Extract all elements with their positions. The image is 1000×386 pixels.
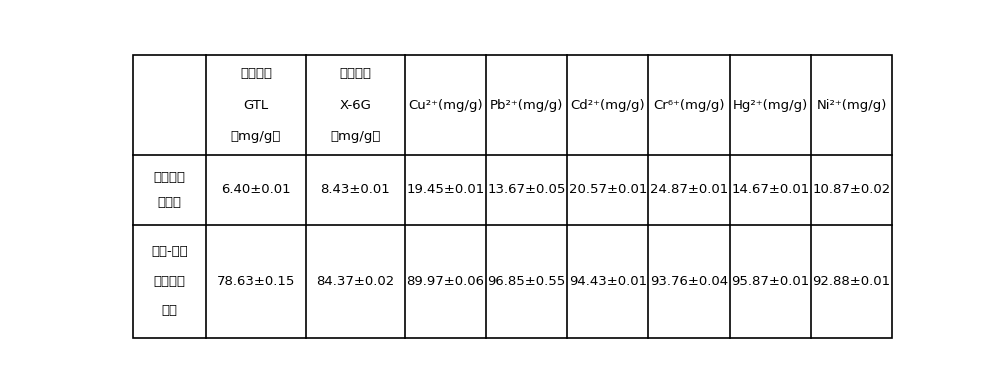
Text: （mg/g）: （mg/g）	[330, 130, 380, 143]
Text: 93.76±0.04: 93.76±0.04	[650, 274, 728, 288]
Text: 多孔淠粉: 多孔淠粉	[154, 274, 186, 288]
Text: 84.37±0.02: 84.37±0.02	[316, 274, 394, 288]
Text: Hg²⁺(mg/g): Hg²⁺(mg/g)	[733, 98, 808, 112]
Text: Cr⁶⁺(mg/g): Cr⁶⁺(mg/g)	[653, 98, 725, 112]
Text: 89.97±0.06: 89.97±0.06	[406, 274, 484, 288]
Text: 95.87±0.01: 95.87±0.01	[731, 274, 809, 288]
Text: 三种原淠: 三种原淠	[154, 171, 186, 184]
Text: 13.67±0.05: 13.67±0.05	[487, 183, 566, 196]
Text: 24.87±0.01: 24.87±0.01	[650, 183, 728, 196]
Text: 94.43±0.01: 94.43±0.01	[569, 274, 647, 288]
Text: （mg/g）: （mg/g）	[231, 130, 281, 143]
Text: 10.87±0.02: 10.87±0.02	[812, 183, 891, 196]
Text: Cd²⁺(mg/g): Cd²⁺(mg/g)	[571, 98, 645, 112]
Text: 样品: 样品	[162, 304, 178, 317]
Text: 阳离子红: 阳离子红	[240, 67, 272, 80]
Text: 96.85±0.55: 96.85±0.55	[487, 274, 566, 288]
Text: 78.63±0.15: 78.63±0.15	[217, 274, 295, 288]
Text: 阳离子黄: 阳离子黄	[339, 67, 371, 80]
Text: 交联-酶解: 交联-酶解	[151, 245, 188, 258]
Text: 20.57±0.01: 20.57±0.01	[569, 183, 647, 196]
Text: 19.45±0.01: 19.45±0.01	[406, 183, 484, 196]
Text: 8.43±0.01: 8.43±0.01	[320, 183, 390, 196]
Text: 92.88±0.01: 92.88±0.01	[813, 274, 891, 288]
Text: Ni²⁺(mg/g): Ni²⁺(mg/g)	[816, 98, 887, 112]
Text: 6.40±0.01: 6.40±0.01	[221, 183, 291, 196]
Text: Pb²⁺(mg/g): Pb²⁺(mg/g)	[490, 98, 563, 112]
Text: 14.67±0.01: 14.67±0.01	[731, 183, 809, 196]
Text: 粉混合: 粉混合	[158, 196, 182, 209]
Text: X-6G: X-6G	[339, 98, 371, 112]
Text: Cu²⁺(mg/g): Cu²⁺(mg/g)	[408, 98, 483, 112]
Text: GTL: GTL	[243, 98, 269, 112]
